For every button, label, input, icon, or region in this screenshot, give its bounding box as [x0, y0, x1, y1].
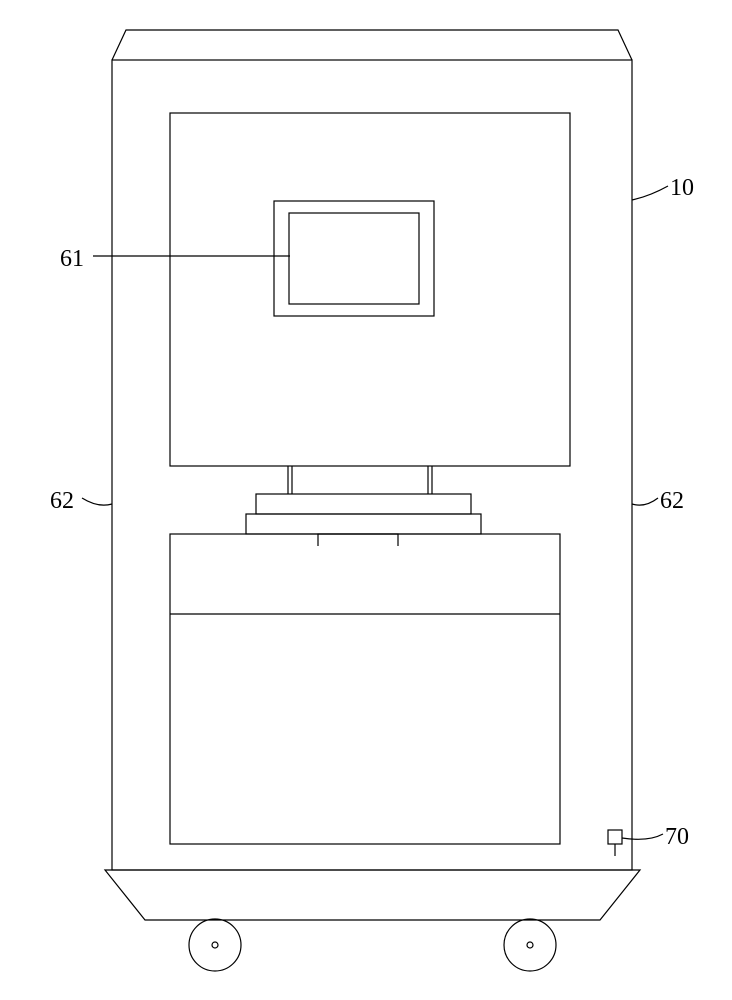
- label-61: 61: [60, 246, 84, 273]
- label-10: 10: [670, 175, 694, 202]
- diagram-svg: [0, 0, 732, 1000]
- figure-canvas: 10 61 62 62 70: [0, 0, 732, 1000]
- label-70: 70: [665, 824, 689, 851]
- label-62-right: 62: [660, 488, 684, 515]
- label-62-left: 62: [50, 488, 74, 515]
